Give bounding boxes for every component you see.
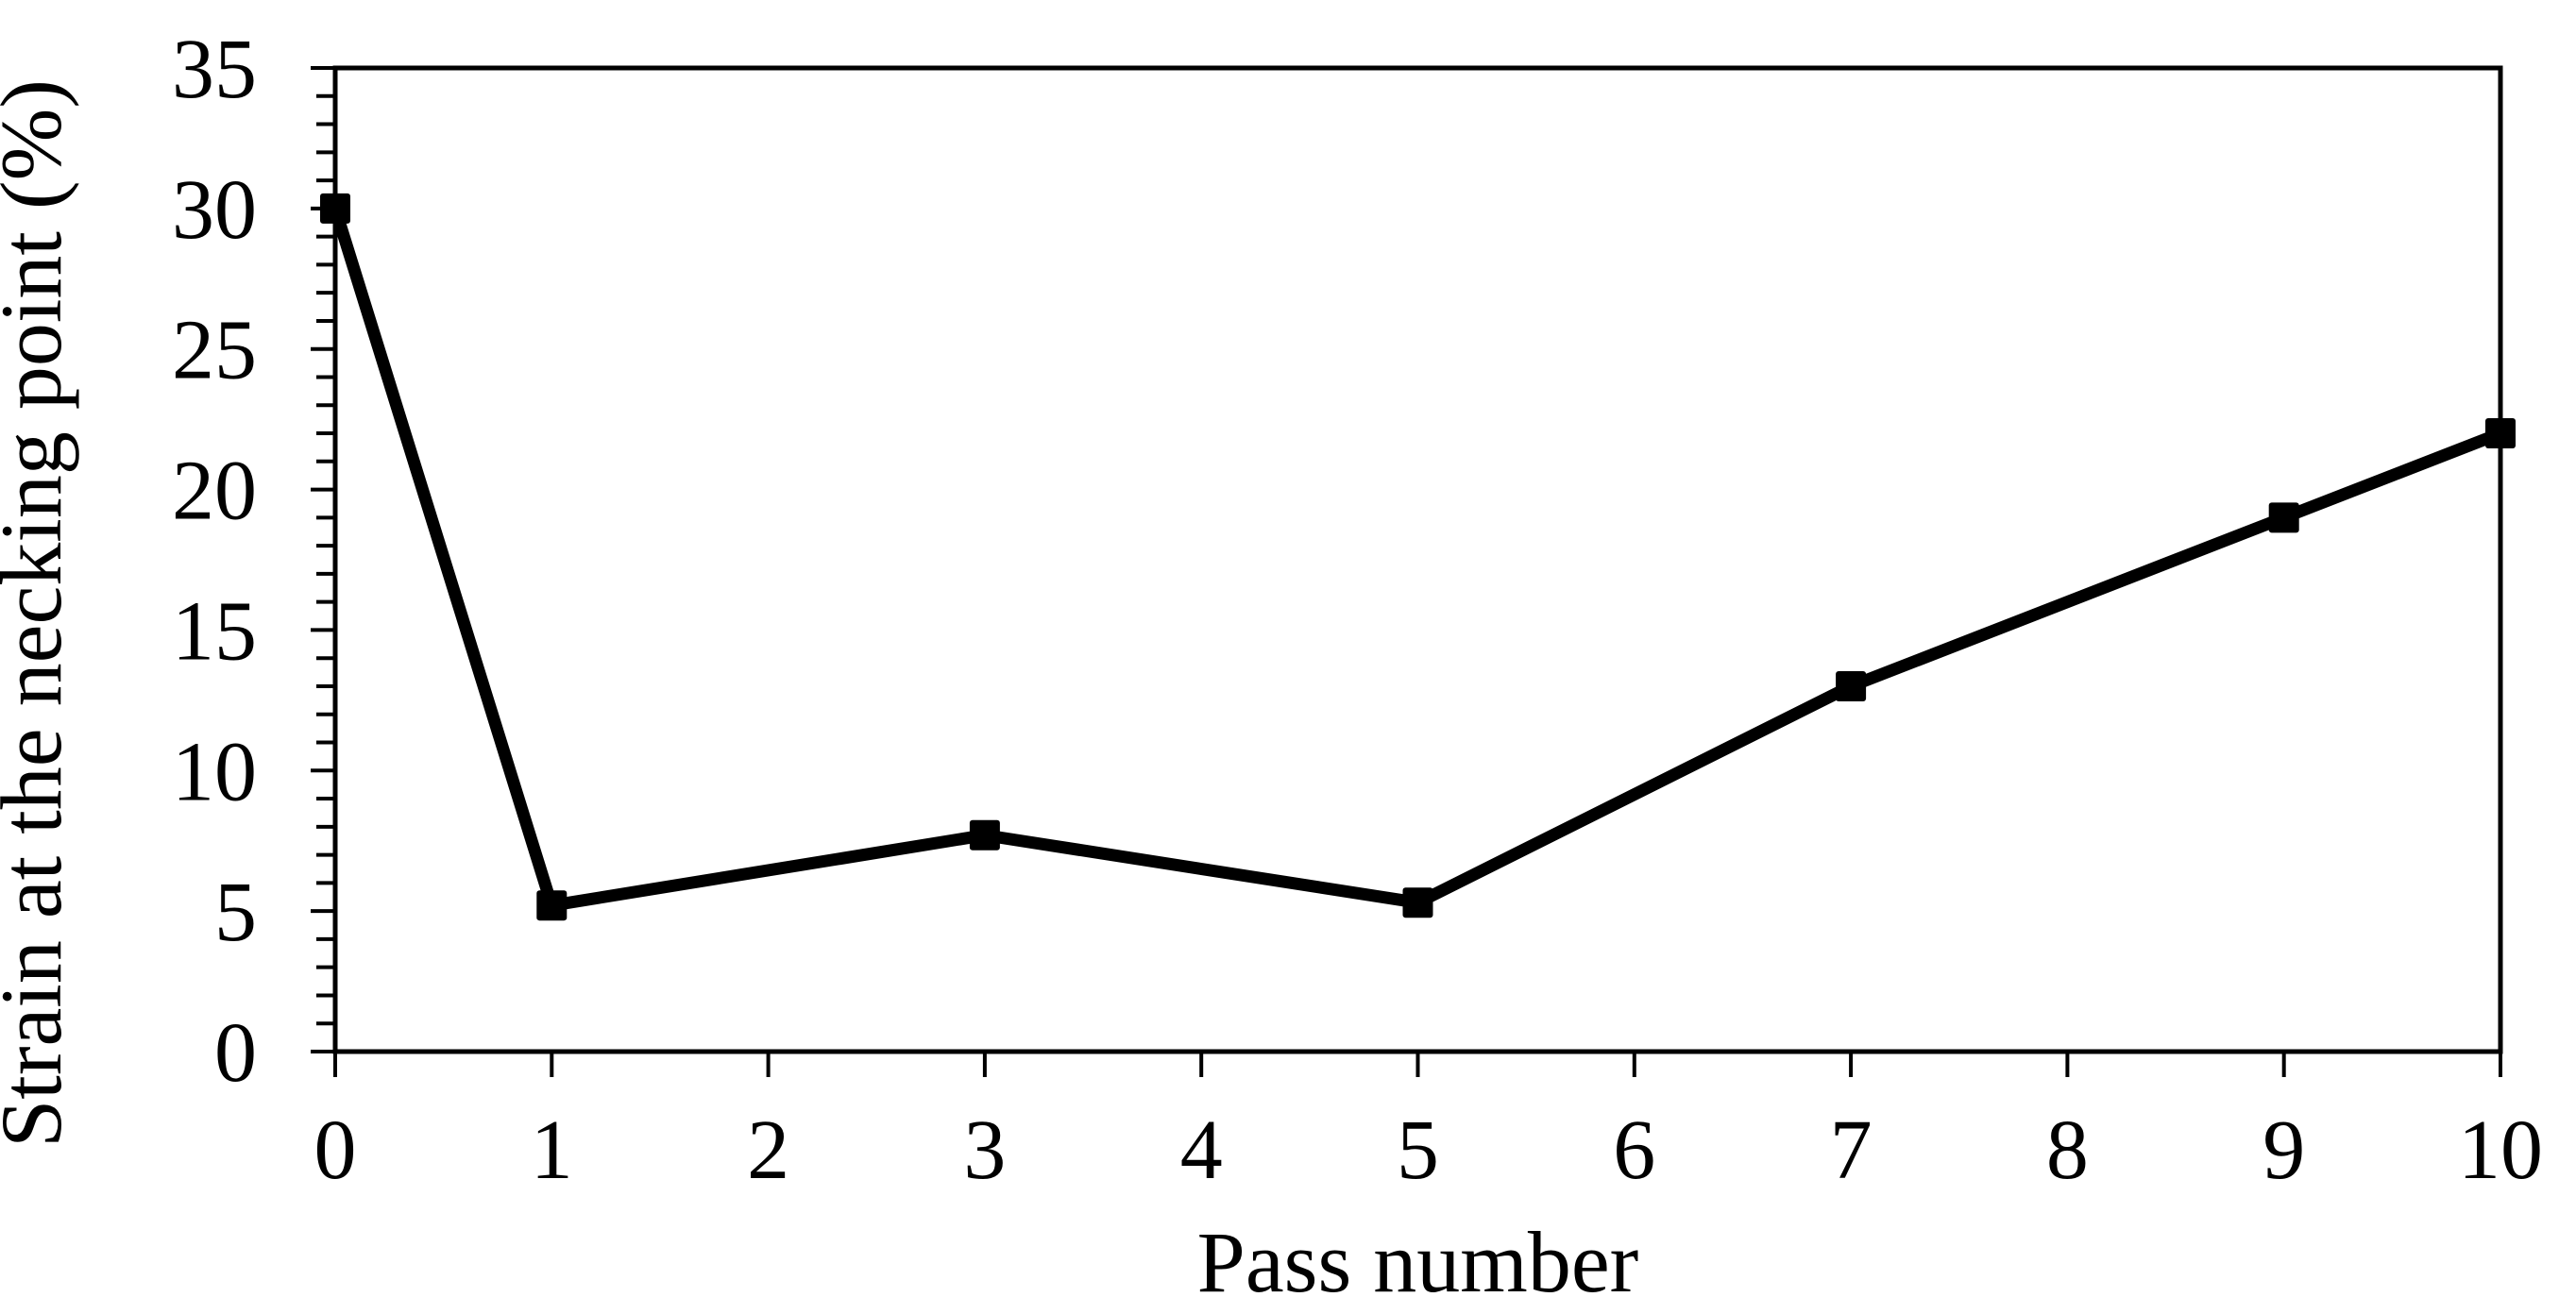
x-tick-label: 1 <box>531 1103 573 1197</box>
data-marker <box>320 193 350 224</box>
y-tick-label: 30 <box>172 163 257 257</box>
y-axis: 0 5 10 15 20 25 30 35 <box>172 23 335 1100</box>
y-tick-label: 15 <box>172 584 257 678</box>
data-marker <box>1402 887 1433 918</box>
data-marker <box>2485 418 2516 449</box>
x-tick-label: 6 <box>1613 1103 1655 1197</box>
y-tick-label: 35 <box>172 23 257 116</box>
y-tick-label: 5 <box>214 866 257 959</box>
data-marker <box>2268 502 2299 533</box>
data-markers <box>320 193 2516 921</box>
x-tick-label: 7 <box>1830 1103 1873 1197</box>
y-axis-title: Strain at the necking point (%) <box>0 79 79 1148</box>
data-marker <box>969 819 1000 851</box>
x-axis: 0 1 2 3 4 5 6 7 8 9 10 <box>314 1052 2543 1197</box>
x-tick-label: 9 <box>2262 1103 2305 1197</box>
x-tick-label: 5 <box>1397 1103 1439 1197</box>
y-tick-label: 20 <box>172 445 257 538</box>
x-tick-label: 10 <box>2458 1103 2543 1197</box>
x-tick-label: 8 <box>2046 1103 2089 1197</box>
x-axis-title: Pass number <box>1197 1214 1639 1310</box>
y-tick-label: 0 <box>214 1006 257 1100</box>
x-tick-label: 2 <box>747 1103 789 1197</box>
x-tick-label: 4 <box>1180 1103 1223 1197</box>
y-tick-label: 10 <box>172 725 257 818</box>
data-marker <box>536 890 568 921</box>
y-tick-label: 25 <box>172 304 257 397</box>
x-tick-label: 3 <box>963 1103 1006 1197</box>
x-tick-label: 0 <box>314 1103 357 1197</box>
data-marker <box>1836 670 1867 701</box>
